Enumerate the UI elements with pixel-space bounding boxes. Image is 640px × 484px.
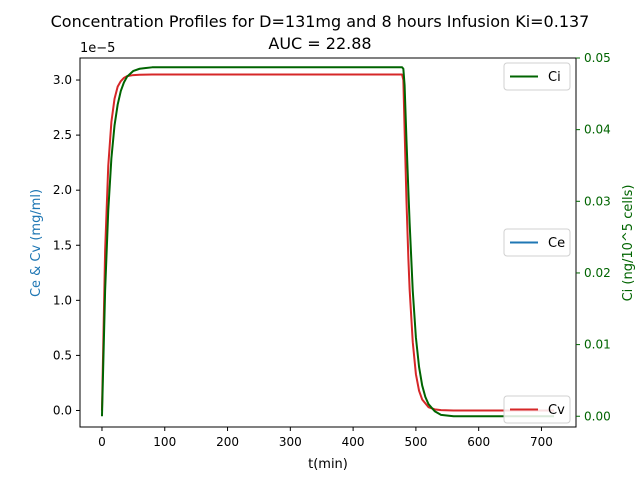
y-left-tick-label: 2.0 [53,183,72,197]
legend-label: Ci [548,70,561,85]
y-axis-left-label: Ce & Cv (mg/ml) [29,189,44,297]
x-tick-label: 500 [404,435,427,449]
y-right-tick-label: 0.05 [584,51,611,65]
y-left-tick-label: 1.5 [53,238,72,252]
y-right-tick-label: 0.04 [584,123,611,137]
y-right-tick-label: 0.02 [584,266,611,280]
legend-label: Ce [548,236,565,251]
series-line-ci [100,66,555,418]
legend-cv: Cv [503,395,571,424]
plot-area [79,57,577,428]
y-left-tick-label: 3.0 [53,73,72,87]
y-right-tick-label: 0.00 [584,409,611,423]
x-tick-label: 100 [153,435,176,449]
y-left-tick-label: 1.0 [53,293,72,307]
y-axis-right: 0.00 0.01 0.02 0.03 0.04 0.05 [576,51,611,423]
x-axis-label: t(min) [308,457,348,472]
y-left-tick-label: 0.5 [53,348,72,362]
x-tick-label: 200 [216,435,239,449]
legend-ce: Ce [503,228,571,257]
legends: Ci Ce Cv [503,62,571,424]
x-tick-label: 600 [467,435,490,449]
y-right-tick-label: 0.03 [584,194,611,208]
x-axis: 0 100 200 300 400 500 600 700 [98,427,553,449]
series-line-cv [100,73,555,412]
left-axis-offset-label: 1e−5 [80,41,115,56]
y-right-tick-label: 0.01 [584,338,611,352]
x-tick-label: 400 [342,435,365,449]
chart-title-line1: Concentration Profiles for D=131mg and 8… [51,12,590,31]
y-axis-left: 0.0 0.5 1.0 1.5 2.0 2.5 3.0 [53,73,80,417]
plot-frame [79,57,577,428]
x-tick-label: 0 [98,435,106,449]
x-tick-label: 300 [279,435,302,449]
chart-title-line2: AUC = 22.88 [268,34,371,53]
x-tick-label: 700 [530,435,553,449]
y-left-tick-label: 2.5 [53,128,72,142]
y-left-tick-label: 0.0 [53,403,72,417]
legend-ci: Ci [503,62,571,91]
legend-label: Cv [548,403,565,418]
y-axis-right-label: Ci (ng/10^5 cells) [621,185,636,302]
